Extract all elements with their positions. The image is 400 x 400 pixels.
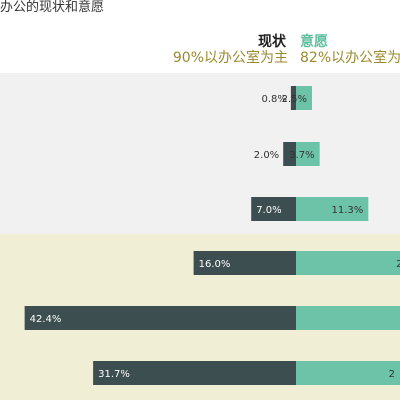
status-bar xyxy=(283,142,296,166)
wish-bar xyxy=(296,251,400,275)
wish-bar-label: 21.4% xyxy=(396,259,400,270)
wish-bar-label: 3.7% xyxy=(289,150,314,161)
wish-bar xyxy=(296,142,320,166)
wish-bar-label: 11.3% xyxy=(332,205,364,216)
wish-bar xyxy=(296,86,312,110)
status-bar xyxy=(193,251,296,275)
status-bar-label: 31.7% xyxy=(98,369,130,380)
series-status-label: 现状 xyxy=(258,34,286,50)
status-bar-label: 16.0% xyxy=(199,259,231,270)
wish-bar-label: 2.5% xyxy=(282,94,307,105)
status-bar xyxy=(251,197,296,221)
status-bar xyxy=(24,306,296,330)
wish-bar xyxy=(296,306,400,330)
status-bar-label: 2.0% xyxy=(254,150,279,161)
series-wish-subtitle: 82%以办公室为主 xyxy=(300,50,400,66)
status-bar-label: 42.4% xyxy=(30,314,62,325)
wish-bar xyxy=(296,361,400,385)
status-bar xyxy=(290,86,296,110)
status-bar-label: 7.0% xyxy=(256,205,281,216)
status-bar xyxy=(93,361,297,385)
wish-bar xyxy=(296,197,369,221)
wish-bar-label: 2 xyxy=(389,369,395,380)
status-bar-label: 0.8% xyxy=(261,94,286,105)
series-wish-label: 意愿 xyxy=(300,34,328,50)
series-status-subtitle: 90%以办公室为主 xyxy=(172,50,288,66)
chart-title: 办公的现状和意愿 xyxy=(0,0,105,15)
